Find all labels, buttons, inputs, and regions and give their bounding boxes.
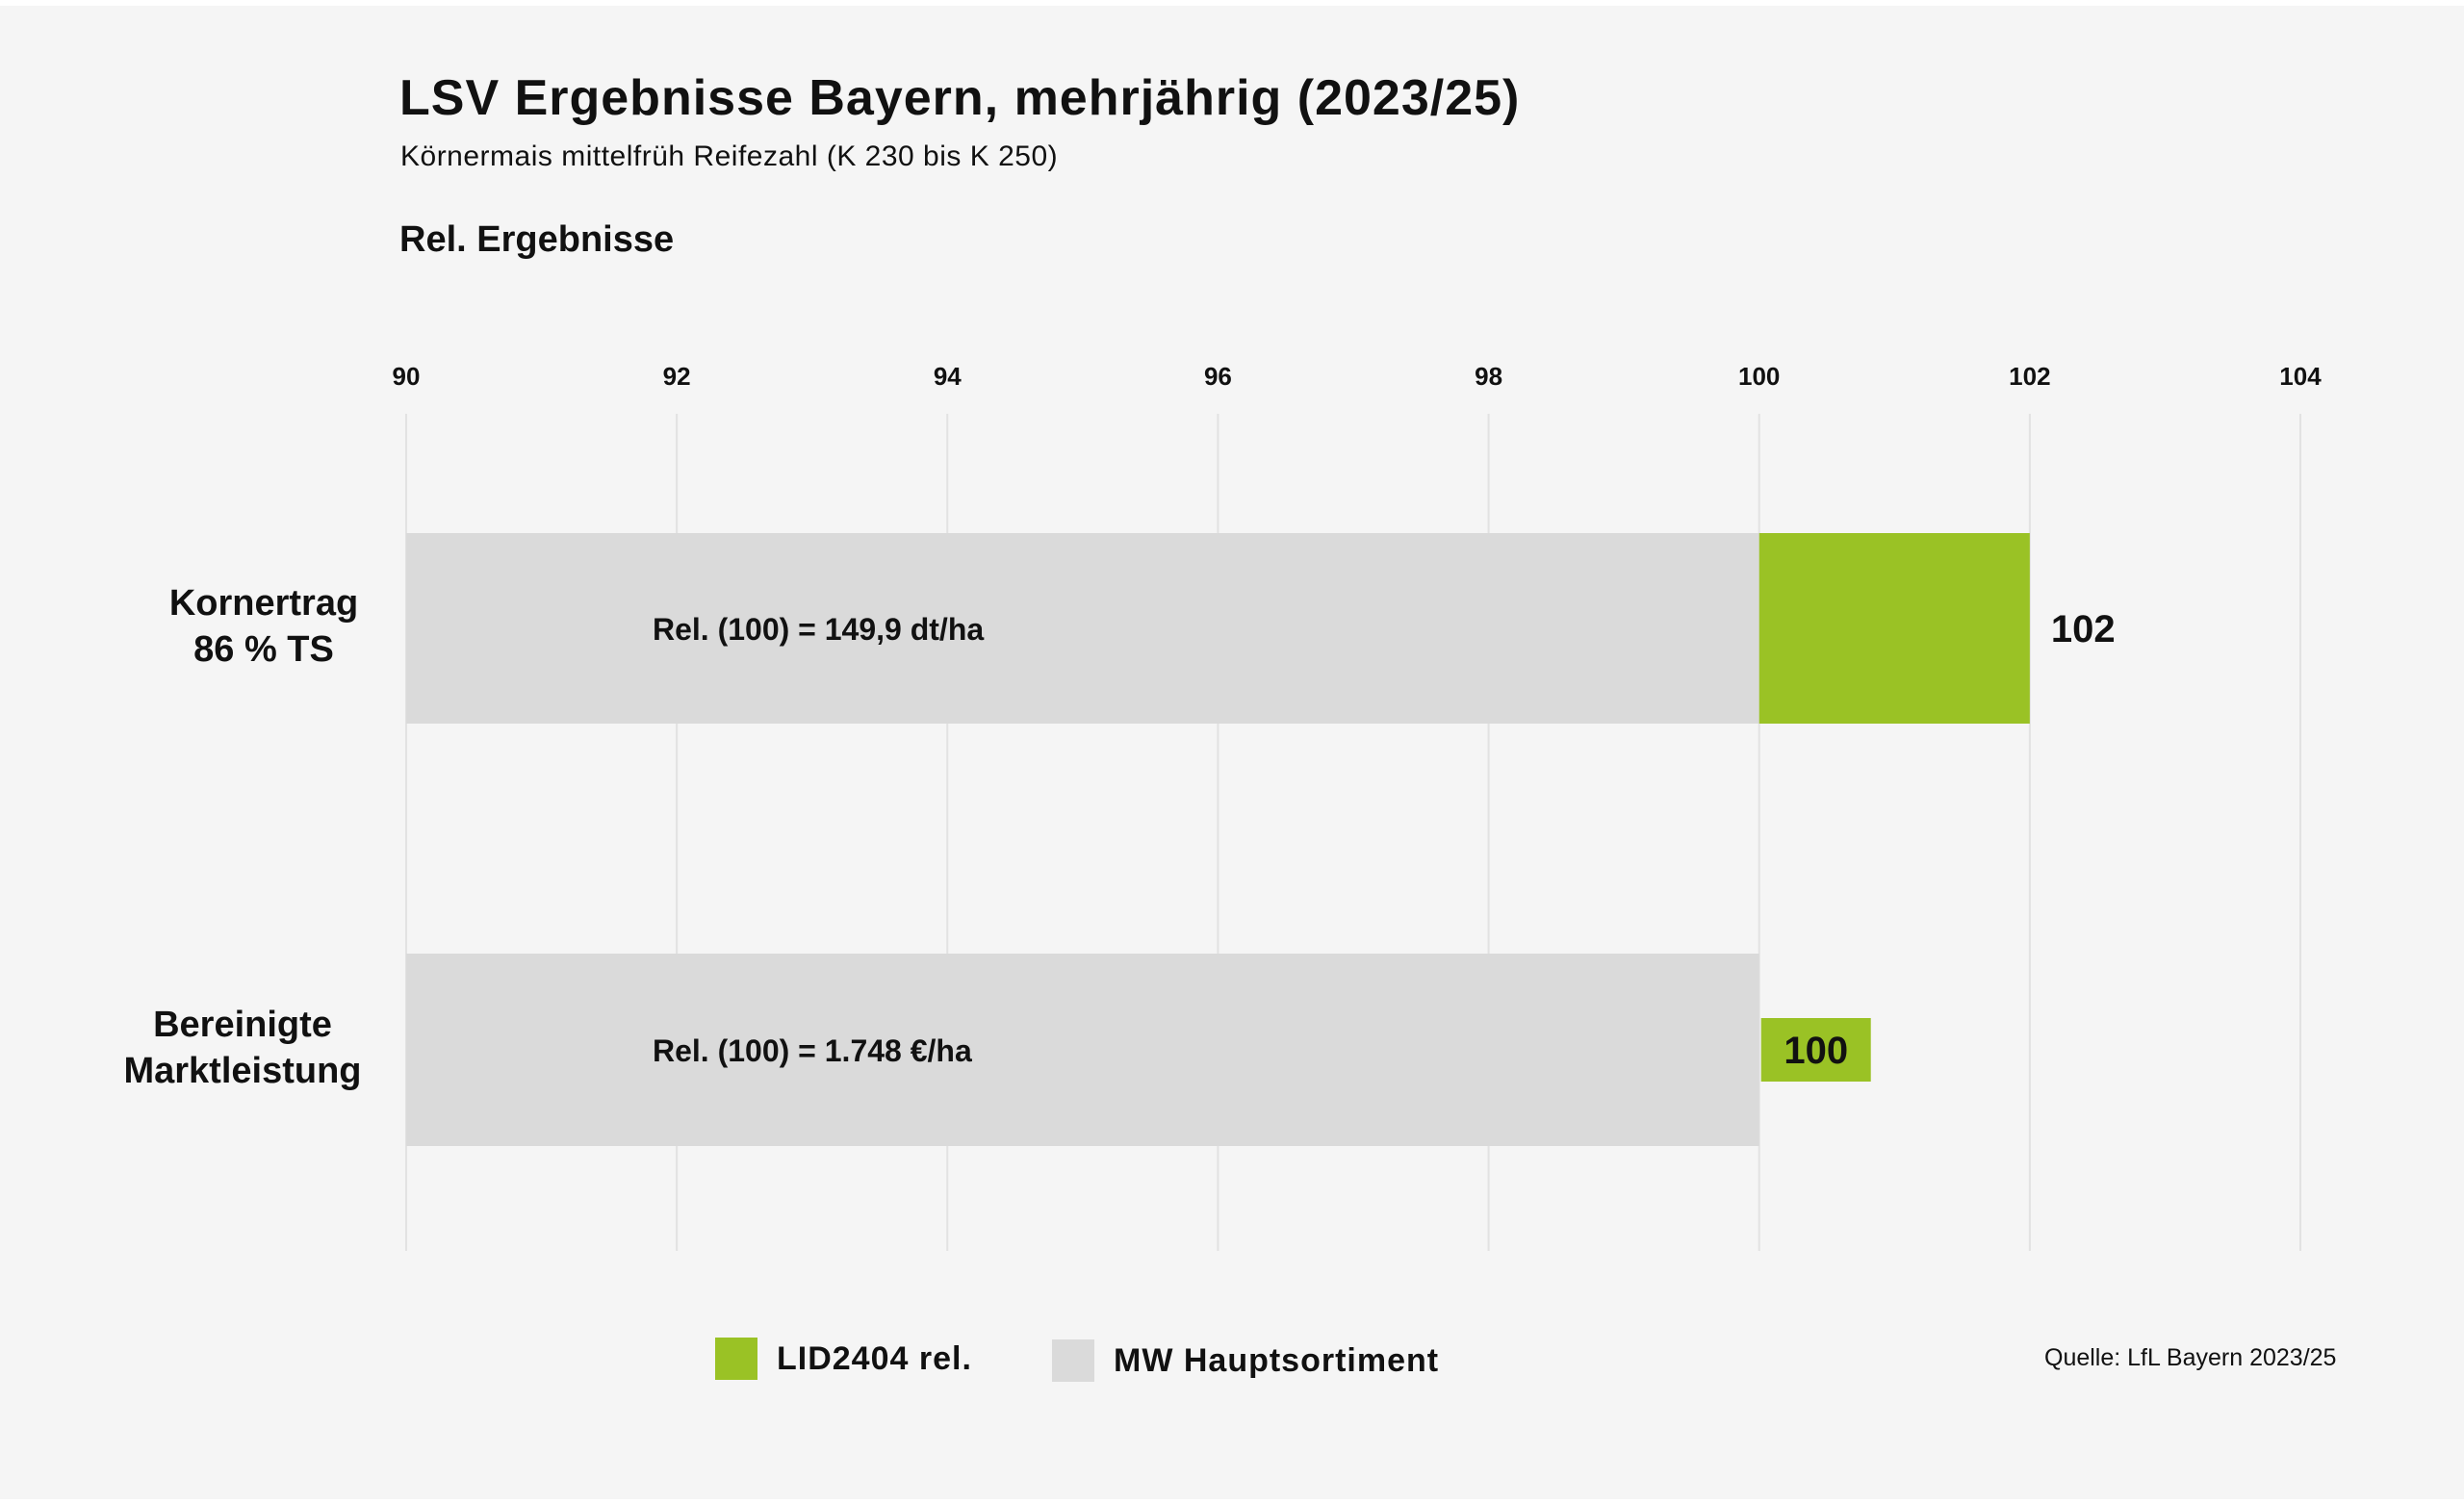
legend-item-lid2404: LID2404 rel. [715, 1338, 972, 1380]
category-label-0-1: 86 % TS [193, 629, 334, 670]
x-tick-label-96: 96 [1204, 362, 1232, 391]
legend-label-lid2404: LID2404 rel. [777, 1339, 972, 1377]
bar-mw-hauptsortiment-1 [406, 954, 1759, 1146]
bar-label-0: Rel. (100) = 149,9 dt/ha [653, 612, 984, 647]
legend-swatch-lid2404 [715, 1338, 757, 1380]
x-tick-label-104: 104 [2279, 362, 2322, 391]
x-tick-label-98: 98 [1475, 362, 1502, 391]
x-tick-label-94: 94 [934, 362, 962, 391]
legend-swatch-mw-hauptsortiment [1052, 1339, 1094, 1382]
x-tick-label-92: 92 [663, 362, 691, 391]
value-label-1: 100 [1784, 1030, 1848, 1072]
x-tick-label-102: 102 [2009, 362, 2050, 391]
legend-label-mw-hauptsortiment: MW Hauptsortiment [1114, 1341, 1440, 1379]
x-tick-label-100: 100 [1738, 362, 1780, 391]
section-title: Rel. Ergebnisse [399, 219, 675, 260]
category-label-1-0: Bereinigte [153, 1005, 332, 1045]
source-note: Quelle: LfL Bayern 2023/25 [2044, 1344, 2337, 1371]
category-label-1-1: Marktleistung [123, 1051, 361, 1091]
x-tick-label-90: 90 [393, 362, 421, 391]
chart-title: LSV Ergebnisse Bayern, mehrjährig (2023/… [399, 70, 1521, 126]
bar-lid2404-1 [1760, 1018, 1871, 1082]
value-label-0: 102 [2051, 608, 2116, 650]
bar-mw-hauptsortiment-0 [406, 533, 1759, 724]
bar-lid2404-0 [1758, 533, 2030, 724]
bar-label-1: Rel. (100) = 1.748 €/ha [653, 1033, 972, 1068]
chart-subtitle: Körnermais mittelfrüh Reifezahl (K 230 b… [400, 140, 1059, 172]
legend-item-mw-hauptsortiment: MW Hauptsortiment [1052, 1339, 1439, 1382]
category-label-0-0: Kornertrag [169, 583, 358, 624]
chart-card [0, 6, 2464, 1499]
